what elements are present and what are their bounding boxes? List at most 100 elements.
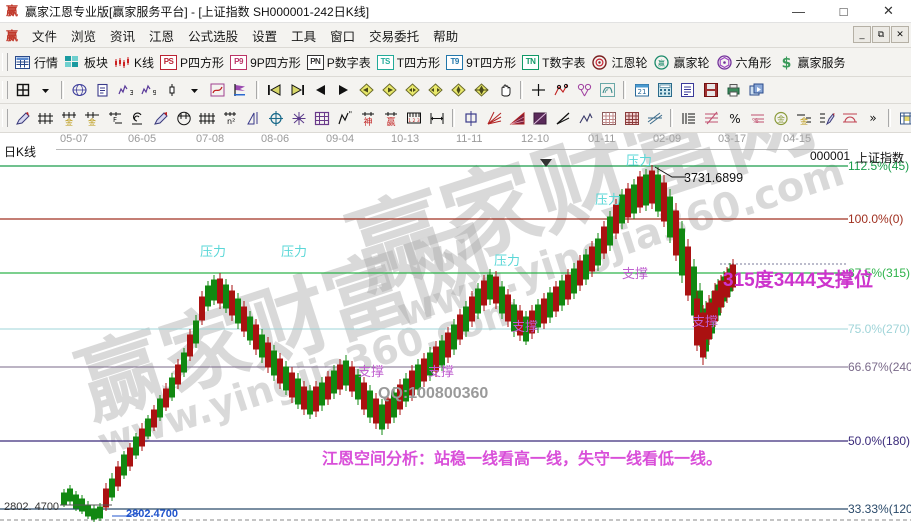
flag-button[interactable]	[229, 78, 252, 102]
pct-list-tool[interactable]: %	[746, 106, 769, 130]
toolbar-button-9t-square[interactable]: T9 9T四方形	[443, 50, 519, 74]
brain-button[interactable]	[596, 78, 619, 102]
measure-tool[interactable]	[425, 106, 448, 130]
target-tool[interactable]	[264, 106, 287, 130]
angle-tool[interactable]	[241, 106, 264, 130]
toolbar-button-p-square[interactable]: PS P四方形	[157, 50, 227, 74]
fill-box-tool[interactable]	[528, 106, 551, 130]
pan-right-button[interactable]	[378, 78, 401, 102]
next-button[interactable]	[332, 78, 355, 102]
wave-tool[interactable]: "	[333, 106, 356, 130]
trend-line-tool[interactable]	[551, 106, 574, 130]
spiral-tool[interactable]	[126, 106, 149, 130]
mdi-restore-button[interactable]: _	[853, 26, 871, 43]
peak-mark-button[interactable]	[550, 78, 573, 102]
close-button[interactable]: ✕	[883, 3, 894, 18]
percent-tool[interactable]: %	[723, 106, 746, 130]
arc-tool[interactable]	[838, 106, 861, 130]
menu-item-formula-stock-pick[interactable]: 公式选股	[188, 29, 239, 44]
toolbar-grip-3[interactable]	[2, 109, 8, 127]
channel-tool[interactable]	[643, 106, 666, 130]
period-9-button[interactable]: 9	[137, 78, 160, 102]
pan-left-button[interactable]	[355, 78, 378, 102]
gold-bar-tool[interactable]: 金	[792, 106, 815, 130]
draw-pen-tool[interactable]	[11, 106, 34, 130]
save-button[interactable]	[699, 78, 722, 102]
toolbar-button-t-number-table[interactable]: TN T数字表	[519, 50, 588, 74]
chart-panel[interactable]: 日K线 05-07 06-05 07-08 08-06 09-04 10-13 …	[0, 133, 911, 525]
rect-tool[interactable]	[459, 106, 482, 130]
ying-tool[interactable]: 赢	[379, 106, 402, 130]
gold-scale2-tool[interactable]: 金	[80, 106, 103, 130]
toolbar-button-p-number-table[interactable]: PN P数字表	[304, 50, 374, 74]
toolbar-button-winner-wheel[interactable]: 赢 赢家轮	[650, 50, 712, 74]
menu-item-file[interactable]: 文件	[32, 29, 58, 44]
toolbar-grip-2[interactable]	[2, 81, 8, 99]
save-layout-dropdown[interactable]	[34, 78, 57, 102]
maximize-button[interactable]: □	[839, 3, 848, 19]
circle-scale-tool[interactable]	[172, 106, 195, 130]
prev-button[interactable]	[309, 78, 332, 102]
export-button[interactable]	[745, 78, 768, 102]
pen2-tool[interactable]	[149, 106, 172, 130]
analysis-button[interactable]	[206, 78, 229, 102]
toolbar3-overflow[interactable]: »	[861, 106, 884, 130]
zoom-horizontal-button[interactable]	[401, 78, 424, 102]
menu-item-trading[interactable]: 交易委托	[369, 29, 420, 44]
ink-tool[interactable]	[815, 106, 838, 130]
crosshair-button[interactable]	[527, 78, 550, 102]
toolbar-button-gann-wheel[interactable]: 江恩轮	[588, 50, 650, 74]
menu-item-help[interactable]: 帮助	[433, 29, 459, 44]
clipboard-button[interactable]	[91, 78, 114, 102]
gold-circle-tool[interactable]: 金	[769, 106, 792, 130]
table-tool[interactable]	[895, 106, 911, 130]
star-tool[interactable]	[287, 106, 310, 130]
square-n2-tool[interactable]: n²	[218, 106, 241, 130]
menu-item-tools[interactable]: 工具	[291, 29, 317, 44]
zoom-in-button[interactable]	[424, 78, 447, 102]
calculator-button[interactable]	[653, 78, 676, 102]
gann-fan-tool[interactable]	[34, 106, 57, 130]
first-page-button[interactable]	[263, 78, 286, 102]
f-scale-tool[interactable]: F	[103, 106, 126, 130]
notes-button[interactable]	[676, 78, 699, 102]
print-button[interactable]	[722, 78, 745, 102]
toolbar-button-winner-service[interactable]: $ 赢家服务	[775, 50, 849, 74]
pan-hand-button[interactable]	[493, 78, 516, 102]
box-grid-tool[interactable]	[310, 106, 333, 130]
percent-chart-tool[interactable]	[700, 106, 723, 130]
grid2-tool[interactable]	[620, 106, 643, 130]
toolbar-button-sector[interactable]: 板块	[61, 50, 111, 74]
save-layout-button[interactable]	[11, 78, 34, 102]
toolbar-button-hexagon[interactable]: 六角形	[713, 50, 775, 74]
toolbar-button-9p-square[interactable]: P9 9P四方形	[227, 50, 304, 74]
toolbar-button-t-square[interactable]: TS T四方形	[374, 50, 443, 74]
menu-item-browse[interactable]: 浏览	[71, 29, 97, 44]
network-button[interactable]	[68, 78, 91, 102]
last-page-button[interactable]	[286, 78, 309, 102]
period-3-button[interactable]: 3	[114, 78, 137, 102]
toolbar-button-kline[interactable]: K线	[111, 50, 157, 74]
shen-tool[interactable]: 神	[356, 106, 379, 130]
list-tool[interactable]	[677, 106, 700, 130]
toolbar-button-quotes[interactable]: 行情	[11, 50, 61, 74]
zoom-fit-button[interactable]	[470, 78, 493, 102]
zoom-out-button[interactable]	[447, 78, 470, 102]
mdi-close-button[interactable]: ✕	[891, 26, 909, 43]
menu-item-news[interactable]: 资讯	[110, 29, 136, 44]
menu-item-gann[interactable]: 江恩	[149, 29, 175, 44]
grid1-tool[interactable]	[597, 106, 620, 130]
minimize-button[interactable]: —	[792, 3, 805, 19]
calendar-button[interactable]: 21	[630, 78, 653, 102]
menu-item-window[interactable]: 窗口	[330, 29, 356, 44]
menu-item-settings[interactable]: 设置	[252, 29, 278, 44]
toolbar-grip[interactable]	[2, 53, 8, 71]
zigzag-tool[interactable]	[574, 106, 597, 130]
candle-style-dropdown[interactable]	[183, 78, 206, 102]
fill-fan-tool[interactable]	[505, 106, 528, 130]
fan2-tool[interactable]	[482, 106, 505, 130]
ruler-tool[interactable]: 1 2 3	[402, 106, 425, 130]
mdi-maximize-button[interactable]: ⧉	[872, 26, 890, 43]
gold-scale-tool[interactable]: 金	[57, 106, 80, 130]
tree-button[interactable]	[573, 78, 596, 102]
